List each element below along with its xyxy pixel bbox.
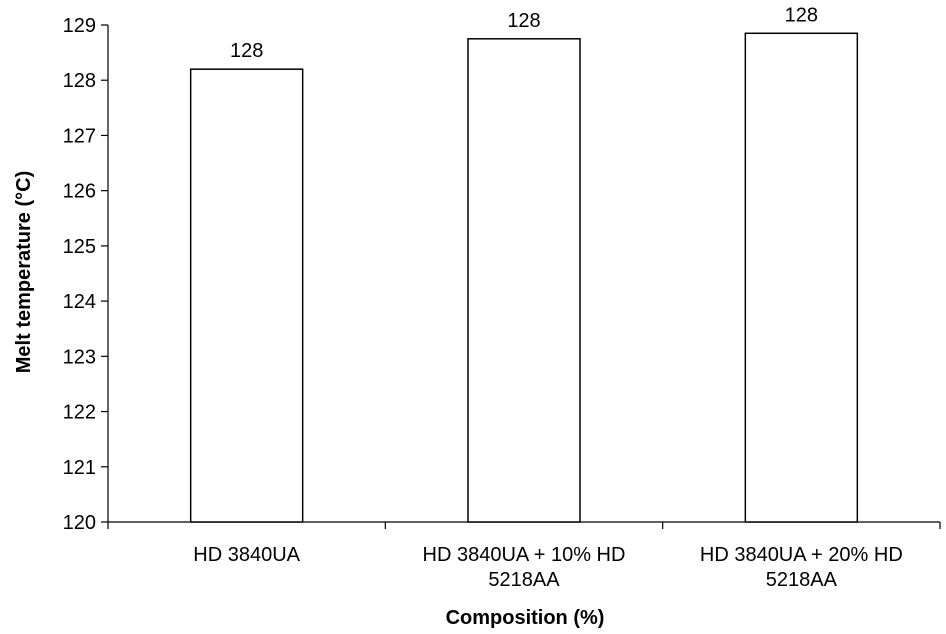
y-tick-label: 126	[63, 181, 96, 203]
x-category-label: HD 3840UA + 10% HD 5218AA	[423, 544, 626, 591]
x-category-label: HD 3840UA	[193, 544, 300, 566]
x-category-label-line: HD 3840UA	[193, 544, 300, 566]
y-axis-title: Melt temperature (°C)	[13, 171, 35, 373]
bar-data-label: 128	[785, 4, 818, 26]
bar-data-label: 128	[230, 40, 263, 62]
x-category-label-line: HD 3840UA + 20% HD	[700, 544, 903, 566]
bars	[189, 32, 859, 523]
x-category-label-line: 5218AA	[488, 569, 560, 591]
x-category-label: HD 3840UA + 20% HD 5218AA	[700, 544, 903, 591]
y-axis: 120 121 122 123 124 125 126 127 128 129	[63, 15, 109, 534]
y-tick-label: 122	[63, 402, 96, 424]
x-category-label-line: HD 3840UA + 10% HD	[423, 544, 626, 566]
data-labels: 128 128 128	[230, 4, 818, 62]
bar	[467, 38, 581, 523]
y-tick-label: 123	[63, 346, 96, 368]
y-tick-label: 121	[63, 457, 96, 479]
bar	[744, 32, 859, 523]
y-tick-label: 128	[63, 70, 96, 92]
y-tick-label: 125	[63, 236, 96, 258]
y-tick-label: 127	[63, 125, 96, 147]
bar-data-label: 128	[507, 10, 540, 32]
y-tick-label: 129	[63, 15, 96, 37]
y-tick-label: 120	[63, 512, 96, 534]
y-tick-label: 124	[63, 291, 96, 313]
bar	[189, 68, 304, 523]
x-axis-title: Composition (%)	[446, 607, 605, 629]
x-category-label-line: 5218AA	[766, 569, 838, 591]
